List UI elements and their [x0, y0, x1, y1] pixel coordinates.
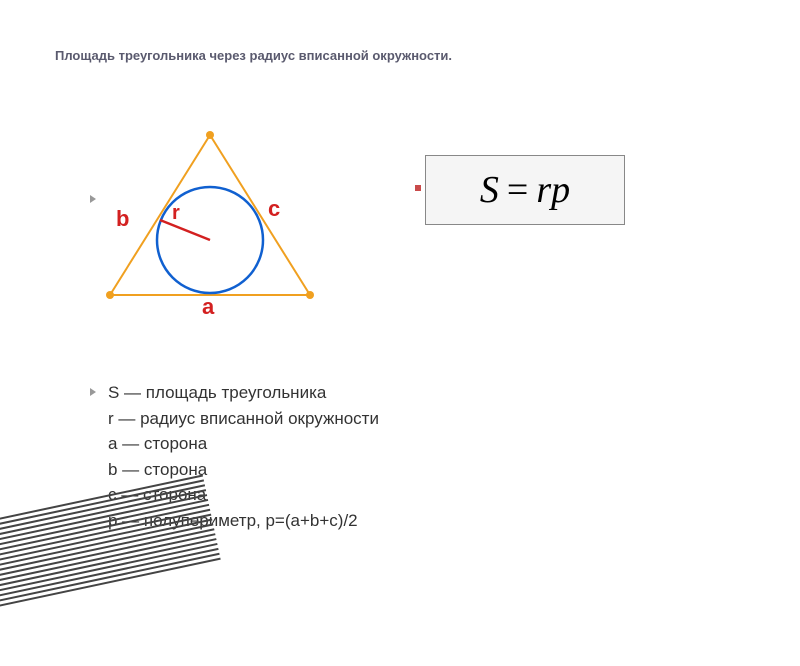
slide-title: Площадь треугольника через радиус вписан… — [55, 48, 452, 63]
triangle-vertex — [106, 291, 114, 299]
bullet-icon — [90, 195, 96, 203]
triangle-vertex — [306, 291, 314, 299]
formula-S: S — [480, 168, 499, 212]
diagram-svg — [100, 130, 340, 330]
radius-line — [160, 220, 210, 240]
bullet-icon — [415, 185, 421, 191]
formula-r: r — [536, 168, 551, 212]
formula-box: S = r p — [425, 155, 625, 225]
formula-p: p — [551, 168, 570, 212]
legend-line: b — сторона — [108, 457, 379, 483]
label-side-c: c — [268, 196, 280, 222]
bullet-icon — [90, 388, 96, 396]
label-side-b: b — [116, 206, 129, 232]
formula-eq: = — [507, 168, 528, 212]
label-side-a: a — [202, 294, 214, 320]
legend-line: r — радиус вписанной окружности — [108, 406, 379, 432]
legend-line: a — сторона — [108, 431, 379, 457]
legend-line: S — площадь треугольника — [108, 380, 379, 406]
triangle-diagram: a b c r — [100, 130, 340, 330]
corner-decoration — [0, 475, 232, 666]
triangle-vertex — [206, 131, 214, 139]
label-radius-r: r — [172, 202, 180, 225]
